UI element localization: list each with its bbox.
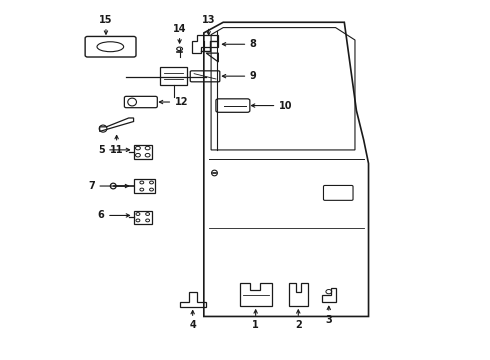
- Bar: [134, 145, 152, 159]
- Text: 1: 1: [252, 320, 259, 330]
- Text: 9: 9: [250, 71, 257, 81]
- Text: 6: 6: [98, 211, 104, 220]
- Bar: [134, 179, 155, 193]
- Bar: [160, 67, 187, 85]
- Text: 8: 8: [250, 39, 257, 49]
- Text: 12: 12: [175, 97, 188, 107]
- Bar: [134, 211, 152, 224]
- Text: 4: 4: [189, 320, 196, 330]
- Text: 15: 15: [99, 15, 113, 25]
- Text: 14: 14: [173, 24, 186, 34]
- Text: 7: 7: [88, 181, 95, 191]
- Text: 10: 10: [279, 100, 293, 111]
- Text: 13: 13: [202, 15, 216, 25]
- Text: 5: 5: [98, 145, 104, 155]
- Text: 2: 2: [295, 320, 302, 330]
- Text: 3: 3: [325, 315, 332, 325]
- Text: 11: 11: [110, 145, 123, 154]
